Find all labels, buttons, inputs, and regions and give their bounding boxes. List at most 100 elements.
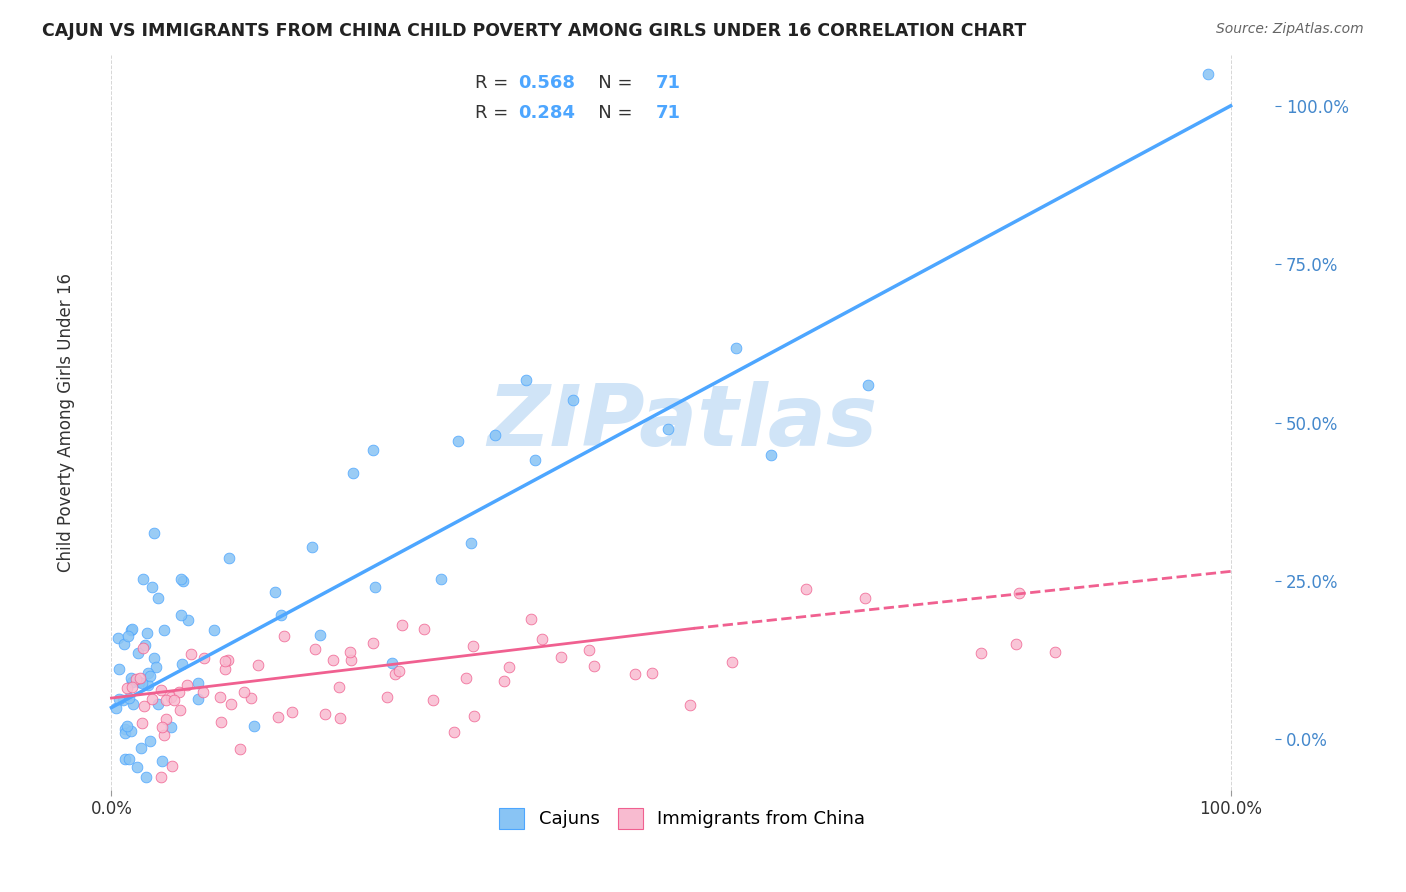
Point <box>121 680 143 694</box>
Point <box>187 692 209 706</box>
Point <box>120 723 142 738</box>
Y-axis label: Child Poverty Among Girls Under 16: Child Poverty Among Girls Under 16 <box>58 273 75 572</box>
Point <box>970 646 993 660</box>
Point <box>498 660 520 674</box>
Point <box>169 703 191 717</box>
Point <box>375 690 398 705</box>
Point <box>135 626 157 640</box>
Point <box>217 653 239 667</box>
Point <box>160 720 183 734</box>
Point <box>413 623 436 637</box>
Text: R =: R = <box>475 103 513 121</box>
Point <box>129 671 152 685</box>
Point <box>172 657 194 671</box>
Text: ZIPatlas: ZIPatlas <box>486 381 877 464</box>
Point <box>388 665 411 679</box>
Point <box>460 535 482 549</box>
Point <box>131 676 153 690</box>
Point <box>641 665 664 680</box>
Text: 0.568: 0.568 <box>519 73 575 92</box>
Point <box>583 659 606 673</box>
Point <box>1043 645 1066 659</box>
Point <box>193 651 215 665</box>
Point <box>218 550 240 565</box>
Point <box>267 709 290 723</box>
Point <box>115 718 138 732</box>
Text: 71: 71 <box>657 73 681 92</box>
Point <box>796 582 818 597</box>
Point <box>139 668 162 682</box>
Point <box>304 642 326 657</box>
Point <box>127 646 149 660</box>
Point <box>342 466 364 480</box>
Text: Source: ZipAtlas.com: Source: ZipAtlas.com <box>1216 22 1364 37</box>
Point <box>484 428 506 442</box>
Point <box>339 645 361 659</box>
Point <box>107 631 129 645</box>
Point <box>141 692 163 706</box>
Point <box>322 653 344 667</box>
Point <box>118 752 141 766</box>
Point <box>117 690 139 705</box>
Legend: Cajuns, Immigrants from China: Cajuns, Immigrants from China <box>492 801 873 836</box>
Point <box>314 706 336 721</box>
Point <box>361 636 384 650</box>
Point <box>125 760 148 774</box>
Point <box>463 709 485 723</box>
Point <box>853 591 876 605</box>
Text: 71: 71 <box>657 103 681 121</box>
Point <box>530 632 553 647</box>
Point <box>208 690 231 704</box>
Point <box>150 720 173 734</box>
Point <box>114 725 136 739</box>
Point <box>1008 585 1031 599</box>
Point <box>152 728 174 742</box>
Point <box>155 693 177 707</box>
Point <box>117 681 139 695</box>
Text: 0.284: 0.284 <box>519 103 575 121</box>
Point <box>170 572 193 586</box>
Point <box>340 653 363 667</box>
Point <box>143 651 166 665</box>
Point <box>128 675 150 690</box>
Point <box>725 341 748 355</box>
Point <box>270 608 292 623</box>
Point <box>214 654 236 668</box>
Point <box>138 734 160 748</box>
Point <box>179 647 201 661</box>
Point <box>381 656 404 670</box>
Point <box>246 657 269 672</box>
Point <box>281 706 304 720</box>
Point <box>132 572 155 586</box>
Point <box>121 622 143 636</box>
Point <box>214 662 236 676</box>
Point <box>141 580 163 594</box>
Point <box>232 685 254 699</box>
Point <box>624 667 647 681</box>
Point <box>263 584 285 599</box>
Point <box>456 672 478 686</box>
Point <box>229 742 252 756</box>
Point <box>145 660 167 674</box>
Point <box>129 741 152 756</box>
Point <box>209 714 232 729</box>
Point <box>678 698 700 712</box>
Text: CAJUN VS IMMIGRANTS FROM CHINA CHILD POVERTY AMONG GIRLS UNDER 16 CORRELATION CH: CAJUN VS IMMIGRANTS FROM CHINA CHILD POV… <box>42 22 1026 40</box>
Point <box>134 638 156 652</box>
Point <box>120 671 142 685</box>
Point <box>657 422 679 436</box>
Point <box>124 672 146 686</box>
Point <box>361 443 384 458</box>
Point <box>759 448 782 462</box>
Point <box>160 690 183 705</box>
Point <box>170 607 193 622</box>
Point <box>152 624 174 638</box>
Point <box>114 722 136 736</box>
Point <box>550 650 572 665</box>
Point <box>114 752 136 766</box>
Point <box>515 373 537 387</box>
Point <box>121 623 143 637</box>
Point <box>155 712 177 726</box>
Point <box>1005 637 1028 651</box>
Point <box>187 675 209 690</box>
